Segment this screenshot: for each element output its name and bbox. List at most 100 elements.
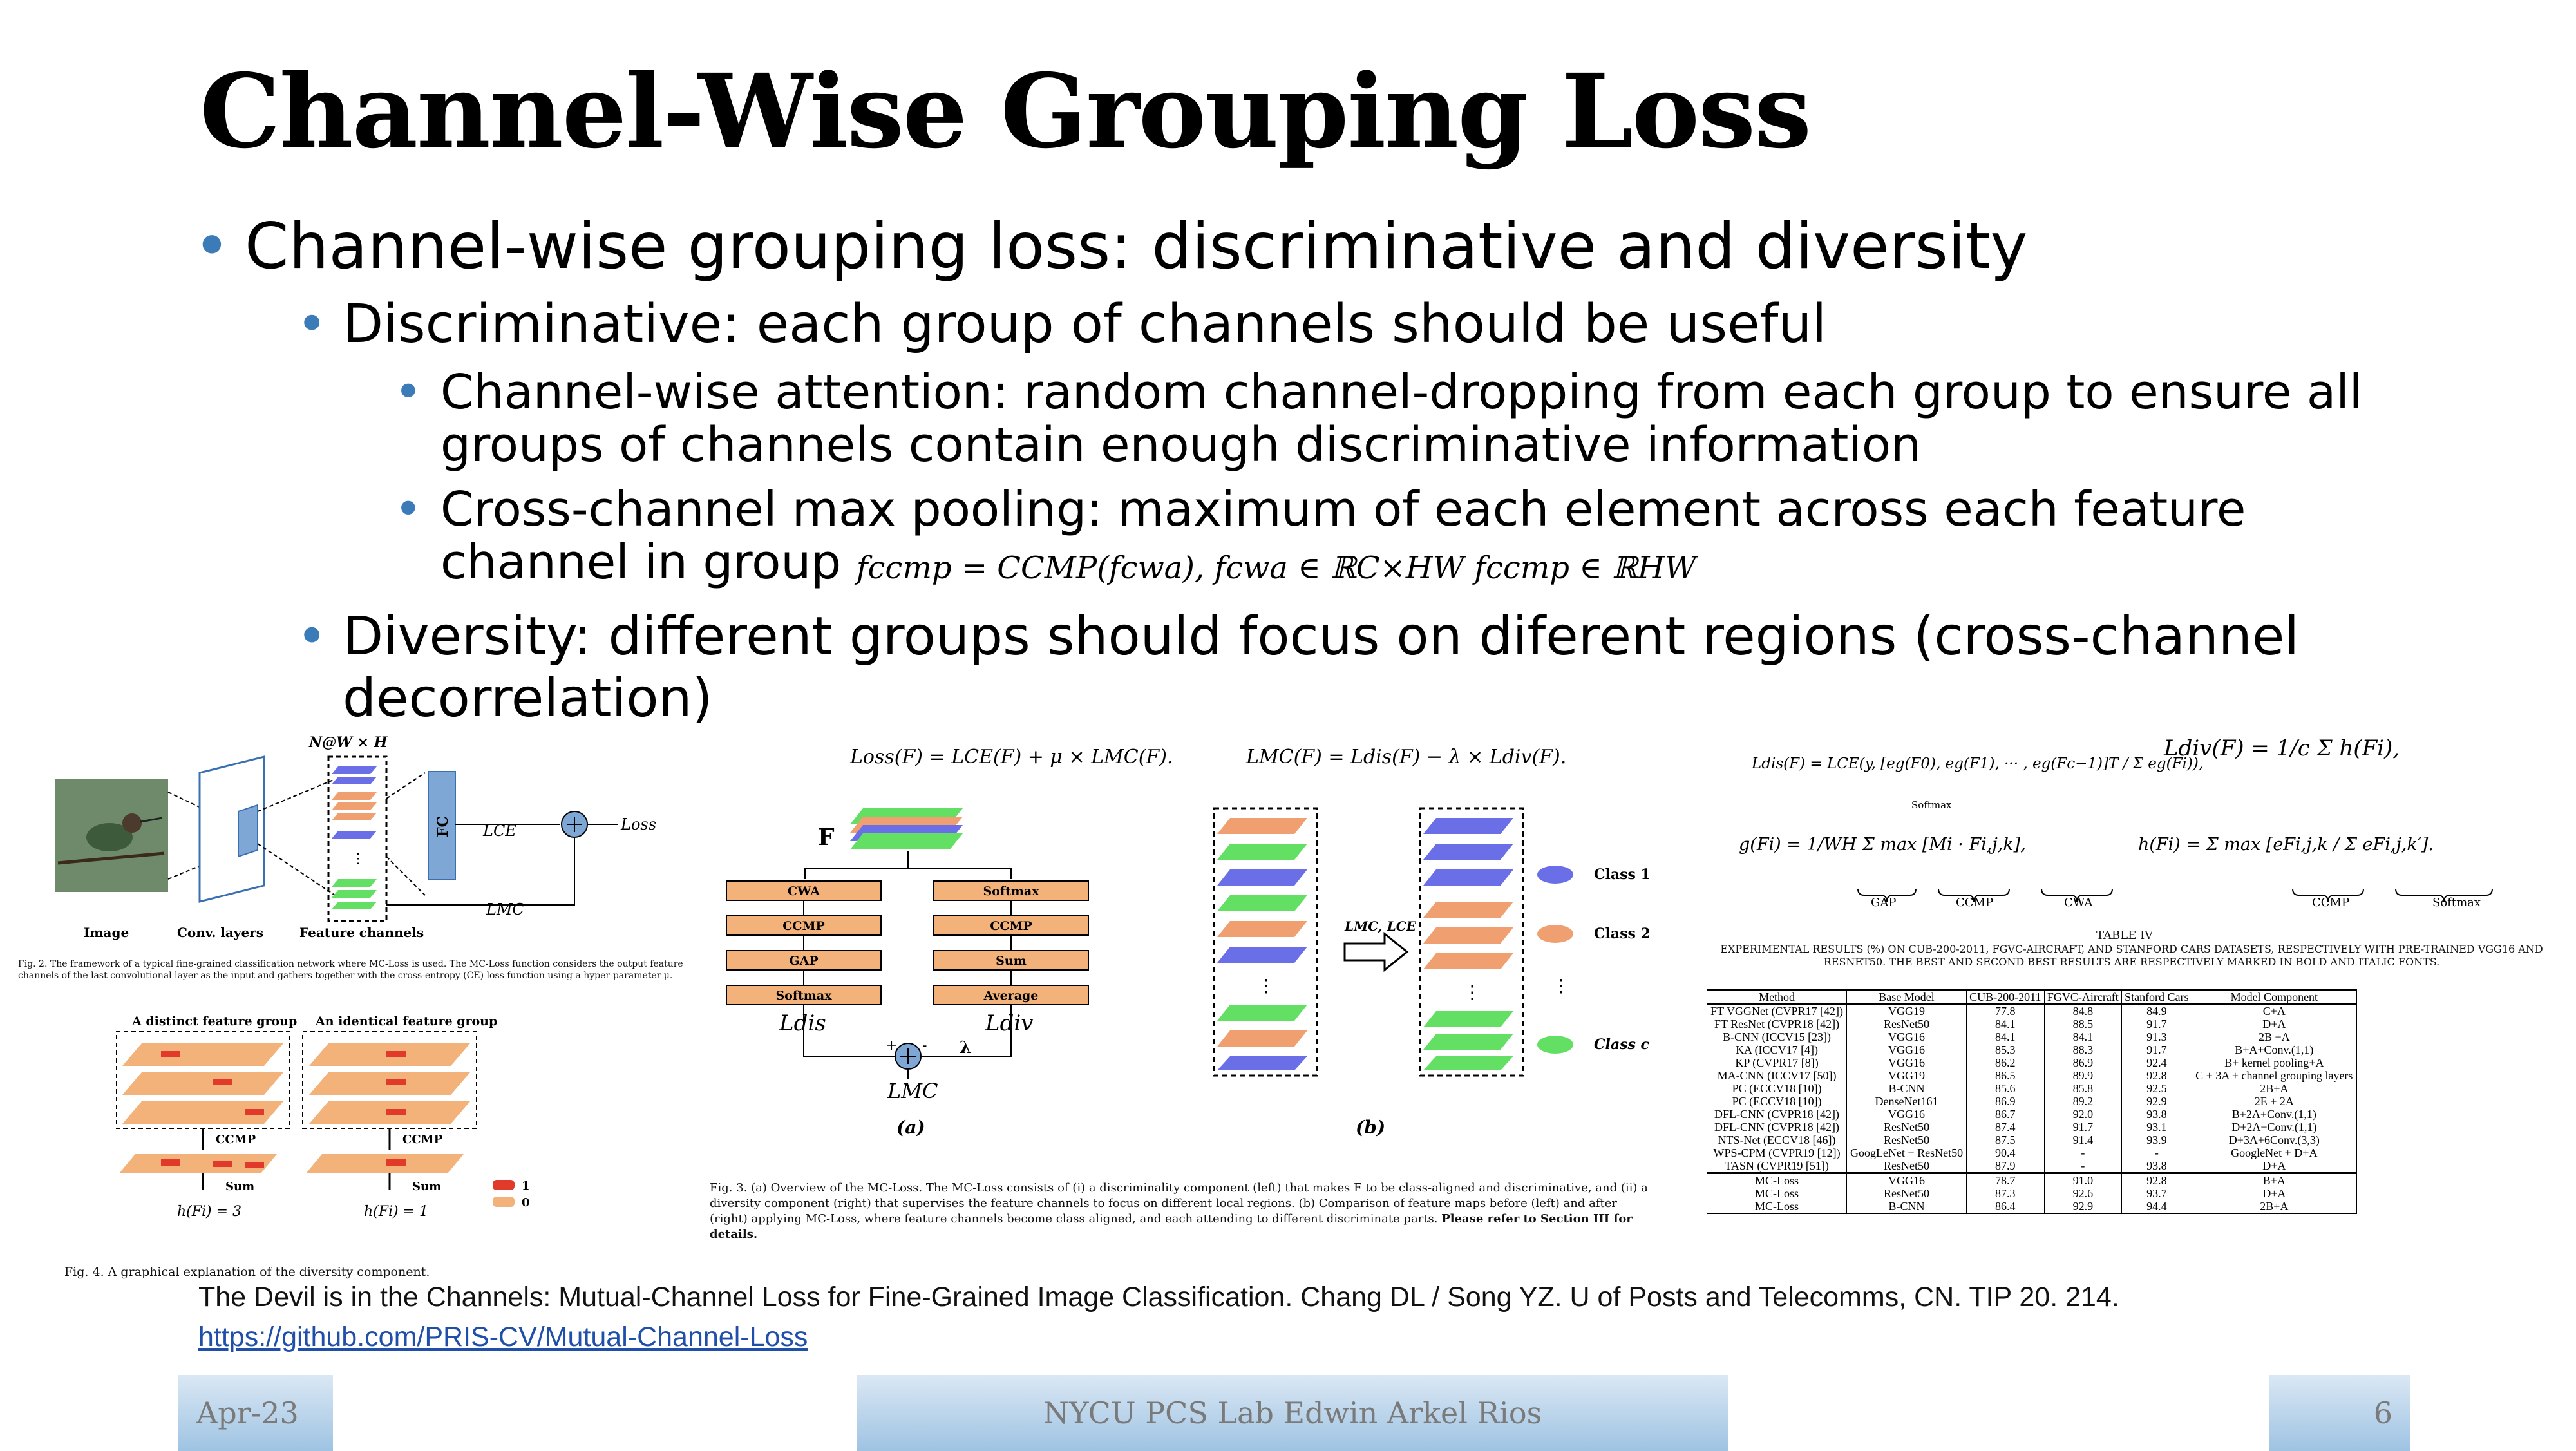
- eq-g: g(Fi) = 1/WH Σ max [Mi · Fi,j,k],: [1739, 835, 2026, 855]
- table-cell: KA (ICCV17 [4]): [1706, 1043, 1848, 1056]
- footer-center: NYCU PCS Lab Edwin Arkel Rios: [1043, 1396, 1542, 1430]
- softmax2-brace-label: Softmax: [2432, 896, 2481, 909]
- footer-page-box: 6: [2269, 1375, 2410, 1451]
- table-cell: C + 3A + channel grouping layers: [2191, 1069, 2358, 1082]
- table-cell: DFL-CNN (CVPR18 [42]): [1706, 1121, 1848, 1133]
- fig2-label-top: N@W × H: [308, 734, 388, 751]
- bullet-attention-text: Channel-wise attention: random channel-d…: [440, 365, 2363, 473]
- table-row: MA-CNN (ICCV17 [50]) VGG19 86.5 89.9 92.8 C +…: [1706, 1069, 2358, 1082]
- F-label: F: [818, 824, 835, 851]
- class1-label: Class 1: [1594, 866, 1651, 883]
- slide-title: Channel-Wise Grouping Loss: [200, 52, 1812, 171]
- table-cell: 92.8: [2121, 1069, 2192, 1082]
- table-cell: DFL-CNN (CVPR18 [42]): [1706, 1108, 1848, 1121]
- table-cell: 2B +A: [2191, 1030, 2358, 1043]
- table-cell: B-CNN (ICCV15 [23]): [1706, 1030, 1848, 1043]
- table-cell: 93.1: [2121, 1121, 2192, 1133]
- feature-group-box: [327, 755, 388, 922]
- baseline-rows: FT VGGNet (CVPR17 [42]) VGG19 77.8 84.8 84.9…: [1706, 1004, 2358, 1173]
- bird-head-icon: [122, 813, 142, 833]
- conv-block: [198, 755, 265, 903]
- table-cell: 94.4: [2121, 1200, 2192, 1214]
- table-cell: D+2A+Conv.(1,1): [2191, 1121, 2358, 1133]
- table-cell: DenseNet161: [1846, 1095, 1967, 1108]
- table-cell: MC-Loss: [1706, 1172, 1848, 1187]
- footer-page-number: 6: [2373, 1396, 2392, 1430]
- bullet-discriminative-text: Discriminative: each group of channels s…: [343, 294, 1827, 355]
- mc-loss-rows: MC-Loss VGG16 78.7 91.0 92.8 B+A MC-Loss ResNet…: [1706, 1172, 2358, 1214]
- left-box-ccmp: CCMP: [782, 919, 825, 933]
- table-cell: 86.7: [1965, 1108, 2045, 1121]
- table-row: PC (ECCV18 [10]) B-CNN 85.6 85.8 92.5 2B+A: [1706, 1082, 2358, 1095]
- ldis-label: Ldis: [779, 1010, 826, 1036]
- github-link[interactable]: https://github.com/PRIS-CV/Mutual-Channe…: [198, 1322, 808, 1352]
- table-cell: B-CNN: [1846, 1200, 1967, 1214]
- table-cell: 93.8: [2121, 1159, 2192, 1173]
- table-cell: ResNet50: [1846, 1133, 1967, 1146]
- table-cell: 89.2: [2043, 1095, 2123, 1108]
- svg-text:⋮: ⋮: [1257, 975, 1275, 996]
- lmc-output-label: LMC: [887, 1079, 938, 1103]
- bullet-dot-icon: •: [394, 365, 422, 420]
- table-row: MC-Loss B-CNN 86.4 92.9 94.4 2B+A: [1706, 1200, 2358, 1214]
- table-cell: 92.9: [2043, 1200, 2123, 1214]
- ccmp-left-label: CCMP: [216, 1133, 256, 1146]
- classc-swatch: [1537, 1036, 1573, 1054]
- table-cell: C+A: [2191, 1004, 2358, 1018]
- figure-framework: N@W × H ⋮ FC LCE Loss LMC Image Conv. la…: [55, 734, 656, 940]
- left-box-softmax: Softmax: [775, 989, 832, 1003]
- fig3-caption-bold: Please refer to Section III for details.: [710, 1212, 1633, 1241]
- table-cell: GoogleNet + D+A: [2191, 1146, 2358, 1159]
- fig3-caption-text: Fig. 3. (a) Overview of the MC-Loss. The…: [710, 1181, 1648, 1226]
- h-right-value: h(Fi) = 1: [364, 1204, 428, 1220]
- table-row: MC-Loss VGG16 78.7 91.0 92.8 B+A: [1706, 1172, 2358, 1187]
- distinct-group-title: A distinct feature group: [131, 1014, 297, 1029]
- eq-lmc: LMC(F) = Ldis(F) − λ × Ldiv(F).: [1245, 746, 1566, 768]
- bullet-ccmp: • Cross-channel max pooling: maximum of …: [394, 483, 2447, 594]
- bullet-diversity: • Diversity: different groups should foc…: [296, 606, 2447, 730]
- table-cell: ResNet50: [1846, 1187, 1967, 1200]
- footer-center-box: NYCU PCS Lab Edwin Arkel Rios: [857, 1375, 1728, 1451]
- table-row: DFL-CNN (CVPR18 [42]) VGG16 86.7 92.0 93.8 B+…: [1706, 1108, 2358, 1121]
- fig4-caption: Fig. 4. A graphical explanation of the d…: [64, 1265, 430, 1279]
- table-cell: -: [2043, 1146, 2123, 1159]
- before-layers: ⋮: [1217, 818, 1307, 1070]
- table-cell: 91.7: [2121, 1018, 2192, 1030]
- bullet-main-text: Channel-wise grouping loss: discriminati…: [245, 210, 2028, 283]
- table-cell: B+2A+Conv.(1,1): [2191, 1108, 2358, 1121]
- lmc-label: LMC: [486, 900, 524, 918]
- right-box-ccmp: CCMP: [990, 919, 1032, 933]
- after-group-box: [1419, 807, 1524, 1077]
- ccmp-formula: fccmp = CCMP(fcwa), fcwa ∈ ℝC×HW fccmp ∈…: [856, 550, 1697, 586]
- citation: The Devil is in the Channels: Mutual-Cha…: [198, 1282, 2119, 1313]
- image-label: Image: [84, 925, 129, 940]
- table-cell: 86.9: [2043, 1056, 2123, 1069]
- table-cell: 89.9: [2043, 1069, 2123, 1082]
- eq-loss: Loss(F) = LCE(F) + μ × LMC(F).: [849, 746, 1173, 768]
- table-cell: WPS-CPM (CVPR19 [12]): [1706, 1146, 1848, 1159]
- table-cell: FT VGGNet (CVPR17 [42]): [1706, 1004, 1848, 1018]
- table-cell: 86.5: [1965, 1069, 2045, 1082]
- table-cell: B+ kernel pooling+A: [2191, 1056, 2358, 1069]
- table-cell: 91.0: [2043, 1172, 2123, 1187]
- table-cell: 77.8: [1965, 1004, 2045, 1018]
- figure-diversity: A distinct feature group An identical fe…: [116, 1014, 530, 1220]
- conv-label: Conv. layers: [177, 925, 263, 940]
- table-cell: 86.4: [1965, 1200, 2045, 1214]
- table-cell: KP (CVPR17 [8]): [1706, 1056, 1848, 1069]
- table-cell: 92.5: [2121, 1082, 2192, 1095]
- table-cell: B-CNN: [1846, 1082, 1967, 1095]
- right-box-sum: Sum: [996, 954, 1027, 968]
- table-cell: 87.9: [1965, 1159, 2045, 1173]
- fc-layer: [428, 771, 456, 880]
- before-group-box: [1213, 807, 1318, 1077]
- underbraces: [1857, 888, 2493, 902]
- bird-beak-icon: [140, 817, 163, 823]
- lambda-label: λ: [960, 1038, 971, 1057]
- transform-arrow-icon: [1343, 931, 1409, 972]
- table-row: WPS-CPM (CVPR19 [12]) GoogLeNet + ResNet5…: [1706, 1146, 2358, 1159]
- after-layers: ⋮: [1423, 818, 1513, 1070]
- table-row: FT VGGNet (CVPR17 [42]) VGG19 77.8 84.8 84.9…: [1706, 1004, 2358, 1018]
- table-cell: 91.7: [2121, 1043, 2192, 1056]
- table-cell: 93.9: [2121, 1133, 2192, 1146]
